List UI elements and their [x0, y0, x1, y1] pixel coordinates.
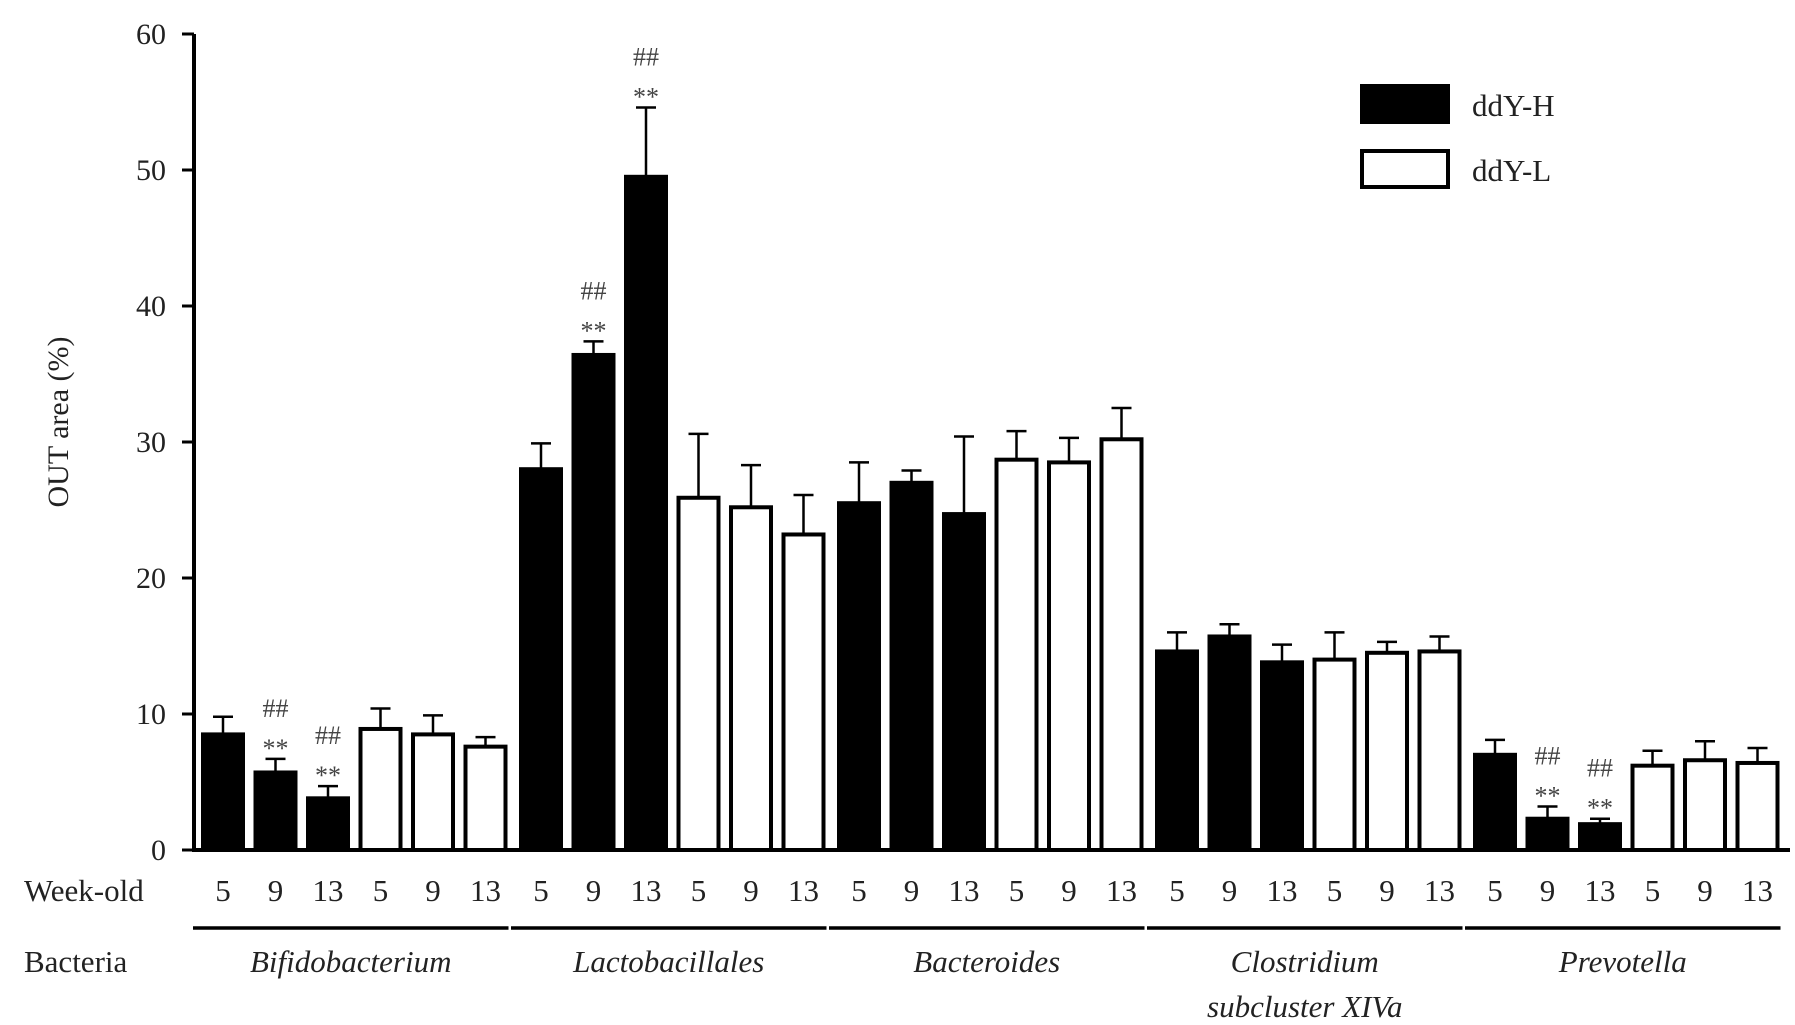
week-label: 9 [1697, 873, 1713, 908]
bar [1155, 649, 1199, 852]
significance-label: ** [315, 761, 341, 790]
y-tick-label: 60 [136, 18, 166, 51]
week-label: 9 [268, 873, 284, 908]
week-label: 13 [1267, 873, 1298, 908]
bar [463, 744, 508, 853]
week-label: 13 [788, 873, 819, 908]
week-label: 13 [470, 873, 501, 908]
significance-label: ** [633, 82, 659, 111]
bar [1735, 760, 1780, 853]
bar [358, 726, 403, 853]
bar [781, 532, 826, 852]
significance-label: ** [581, 316, 607, 345]
week-label: 5 [851, 873, 867, 908]
bar [1417, 649, 1462, 852]
bar [1099, 437, 1144, 852]
bar [676, 495, 721, 852]
bar [994, 457, 1039, 852]
significance-label: ** [1535, 781, 1561, 810]
week-label: 5 [1169, 873, 1185, 908]
legend-label: ddY-H [1472, 88, 1555, 123]
y-tick-label: 0 [151, 834, 166, 867]
bar [1630, 763, 1675, 852]
bar [1312, 657, 1357, 852]
bar [1525, 816, 1570, 852]
legend-swatch [1360, 149, 1450, 189]
week-label: 9 [743, 873, 759, 908]
bar [306, 796, 350, 853]
group-label: Bifidobacterium [250, 944, 451, 979]
week-label: 9 [586, 873, 602, 908]
week-row-label: Week-old [24, 873, 144, 908]
week-label: 9 [904, 873, 920, 908]
bar [1047, 460, 1091, 852]
week-label: 5 [1645, 873, 1661, 908]
legend-swatch [1360, 84, 1450, 124]
significance-label: ## [315, 721, 341, 750]
bar [729, 505, 773, 852]
group-label: subcluster XIVa [1207, 989, 1402, 1024]
week-label: 5 [1327, 873, 1343, 908]
significance-label: ## [1587, 754, 1613, 783]
bar [201, 732, 245, 853]
bar [1683, 758, 1727, 852]
bar [253, 770, 298, 852]
significance-label: ## [581, 276, 607, 305]
bar [1473, 752, 1517, 852]
significance-label: ## [633, 42, 659, 71]
bar [1578, 822, 1622, 852]
significance-label: ## [263, 694, 289, 723]
y-axis-label: OUT area (%) [42, 336, 75, 507]
y-tick-label: 40 [136, 290, 166, 323]
bar [942, 512, 986, 853]
week-label: 13 [1742, 873, 1773, 908]
week-label: 5 [1009, 873, 1025, 908]
y-tick-label: 50 [136, 154, 166, 187]
week-label: 9 [425, 873, 441, 908]
bar [571, 352, 616, 852]
bar [1365, 650, 1409, 852]
week-label: 13 [1424, 873, 1455, 908]
significance-label: ** [1587, 794, 1613, 823]
week-label: 13 [1106, 873, 1137, 908]
week-label: 5 [691, 873, 707, 908]
week-label: 13 [313, 873, 344, 908]
bacteria-row-label: Bacteria [24, 944, 128, 979]
week-label: 9 [1379, 873, 1395, 908]
group-label: Prevotella [1558, 944, 1687, 979]
bar [519, 467, 563, 852]
bar [411, 732, 455, 853]
week-label: 5 [1487, 873, 1503, 908]
significance-label: ** [263, 734, 289, 763]
week-label: 9 [1061, 873, 1077, 908]
bar [889, 480, 934, 852]
week-label: 13 [631, 873, 662, 908]
week-label: 9 [1540, 873, 1556, 908]
bar [837, 501, 881, 852]
week-label: 5 [373, 873, 389, 908]
week-label: 13 [1585, 873, 1616, 908]
week-label: 9 [1222, 873, 1238, 908]
bar [1260, 660, 1304, 852]
bar [624, 174, 668, 853]
y-tick-label: 10 [136, 698, 166, 731]
y-tick-label: 20 [136, 562, 166, 595]
group-label: Clostridium [1231, 944, 1379, 979]
week-label: 13 [949, 873, 980, 908]
y-tick-label: 30 [136, 426, 166, 459]
significance-label: ## [1535, 741, 1561, 770]
bar [1207, 634, 1252, 852]
week-label: 5 [533, 873, 549, 908]
group-label: Bacteroides [913, 944, 1060, 979]
group-label: Lactobacillales [572, 944, 764, 979]
week-label: 5 [215, 873, 231, 908]
legend-label: ddY-L [1472, 153, 1551, 188]
